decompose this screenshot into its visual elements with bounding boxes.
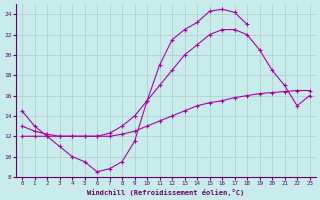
X-axis label: Windchill (Refroidissement éolien,°C): Windchill (Refroidissement éolien,°C): [87, 189, 244, 196]
